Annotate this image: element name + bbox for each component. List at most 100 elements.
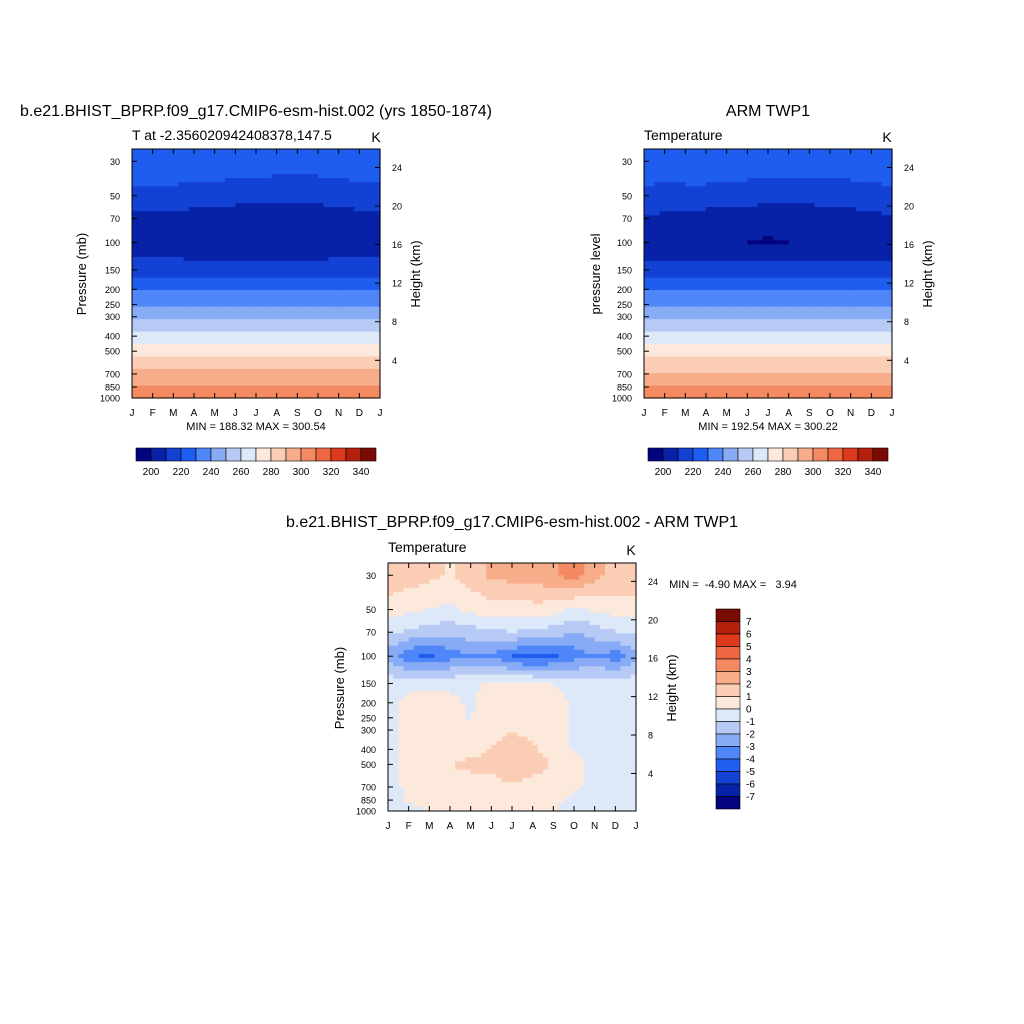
- obs-contour-cell: [861, 290, 867, 295]
- obs-contour-cell: [695, 169, 702, 175]
- model-contour-cell: [292, 186, 298, 192]
- obs-contour-cell: [886, 310, 893, 316]
- model-contour-cell: [318, 273, 324, 279]
- model-contour-cell: [261, 356, 267, 362]
- obs-contour-cell: [675, 290, 681, 295]
- obs-contour-cell: [762, 219, 769, 225]
- model-contour-cell: [312, 232, 319, 237]
- obs-contour-cell: [773, 157, 779, 163]
- model-contour-cell: [250, 327, 257, 333]
- model-contour-cell: [163, 256, 169, 262]
- model-contour-cell: [349, 252, 355, 258]
- model-contour-cell: [256, 385, 262, 391]
- model-contour-cell: [328, 149, 335, 154]
- model-contour-cell: [354, 165, 360, 171]
- model-contour-cell: [323, 161, 329, 167]
- obs-contour-cell: [685, 149, 692, 154]
- obs-contour-cell: [742, 248, 748, 254]
- model-contour-cell: [188, 153, 195, 158]
- model-contour-cell: [266, 389, 273, 395]
- obs-contour-cell: [871, 281, 878, 287]
- model-contour-cell: [333, 244, 340, 250]
- obs-contour-cell: [850, 269, 857, 275]
- obs-contour-cell: [700, 157, 707, 163]
- model-contour-cell: [338, 157, 345, 163]
- model-contour-cell: [302, 327, 309, 333]
- obs-contour-cell: [866, 227, 872, 233]
- model-contour-cell: [178, 153, 185, 158]
- model-contour-cell: [338, 219, 345, 225]
- model-contour-cell: [374, 202, 381, 208]
- obs-contour-cell: [861, 178, 867, 183]
- obs-contour-cell: [706, 248, 712, 254]
- model-contour-cell: [276, 190, 283, 196]
- model-contour-cell: [354, 211, 360, 216]
- obs-contour-cell: [664, 232, 671, 237]
- model-contour-cell: [152, 344, 159, 349]
- model-contour-cell: [137, 169, 143, 175]
- model-contour-cell: [261, 207, 267, 212]
- obs-contour-cell: [711, 244, 717, 250]
- model-contour-cell: [225, 169, 231, 175]
- model-contour-cell: [173, 331, 180, 337]
- model-contour-cell: [152, 261, 159, 266]
- model-contour-cell: [328, 223, 335, 229]
- model-contour-cell: [240, 215, 247, 221]
- model-contour-cell: [354, 285, 360, 291]
- obs-contour-cell: [747, 219, 754, 225]
- obs-contour-cell: [835, 252, 841, 258]
- model-contour-cell: [318, 223, 324, 229]
- model-contour-cell: [137, 302, 143, 308]
- model-contour-cell: [157, 215, 164, 221]
- obs-contour-cell: [757, 252, 764, 258]
- model-contour-cell: [137, 335, 143, 341]
- obs-contour-cell: [680, 244, 686, 250]
- obs-contour-cell: [850, 248, 857, 254]
- obs-contour-cell: [840, 178, 847, 183]
- obs-contour-cell: [855, 215, 862, 221]
- model-contour-cell: [214, 385, 221, 391]
- model-contour-cell: [323, 157, 329, 163]
- obs-contour-cell: [793, 182, 800, 187]
- model-contour-cell: [338, 377, 345, 382]
- obs-contour-cell: [644, 223, 650, 229]
- obs-contour-cell: [716, 294, 723, 299]
- model-contour-cell: [183, 315, 190, 320]
- model-contour-cell: [302, 302, 309, 308]
- model-contour-cell: [297, 368, 304, 374]
- model-contour-cell: [359, 173, 366, 179]
- model-contour-cell: [209, 344, 216, 349]
- obs-contour-cell: [861, 261, 867, 266]
- model-contour-cell: [235, 327, 242, 333]
- model-contour-cell: [188, 202, 195, 208]
- model-contour-cell: [240, 273, 247, 279]
- model-contour-cell: [276, 265, 283, 270]
- obs-contour-cell: [835, 306, 841, 312]
- model-contour-cell: [354, 377, 360, 382]
- obs-contour-cell: [721, 149, 728, 154]
- model-contour-cell: [219, 377, 226, 382]
- model-contour-cell: [307, 194, 314, 200]
- model-contour-cell: [302, 331, 309, 337]
- model-contour-cell: [292, 298, 298, 304]
- obs-contour-cell: [855, 211, 862, 216]
- obs-contour-cell: [783, 219, 790, 225]
- model-contour-cell: [204, 368, 211, 374]
- obs-contour-cell: [861, 269, 867, 275]
- model-contour-cell: [349, 173, 355, 179]
- obs-contour-cell: [871, 157, 878, 163]
- model-contour-cell: [266, 315, 273, 320]
- model-contour-cell: [219, 327, 226, 333]
- obs-contour-cell: [711, 277, 717, 283]
- model-contour-cell: [137, 319, 143, 324]
- obs-contour-cell: [824, 149, 831, 154]
- model-contour-cell: [209, 186, 216, 192]
- model-contour-cell: [271, 356, 278, 362]
- obs-contour-cell: [700, 319, 707, 324]
- model-contour-cell: [168, 261, 174, 266]
- obs-contour-cell: [726, 215, 733, 221]
- obs-contour-cell: [788, 302, 795, 308]
- model-contour-cell: [343, 190, 350, 196]
- model-contour-cell: [152, 381, 159, 387]
- obs-contour-cell: [881, 149, 888, 154]
